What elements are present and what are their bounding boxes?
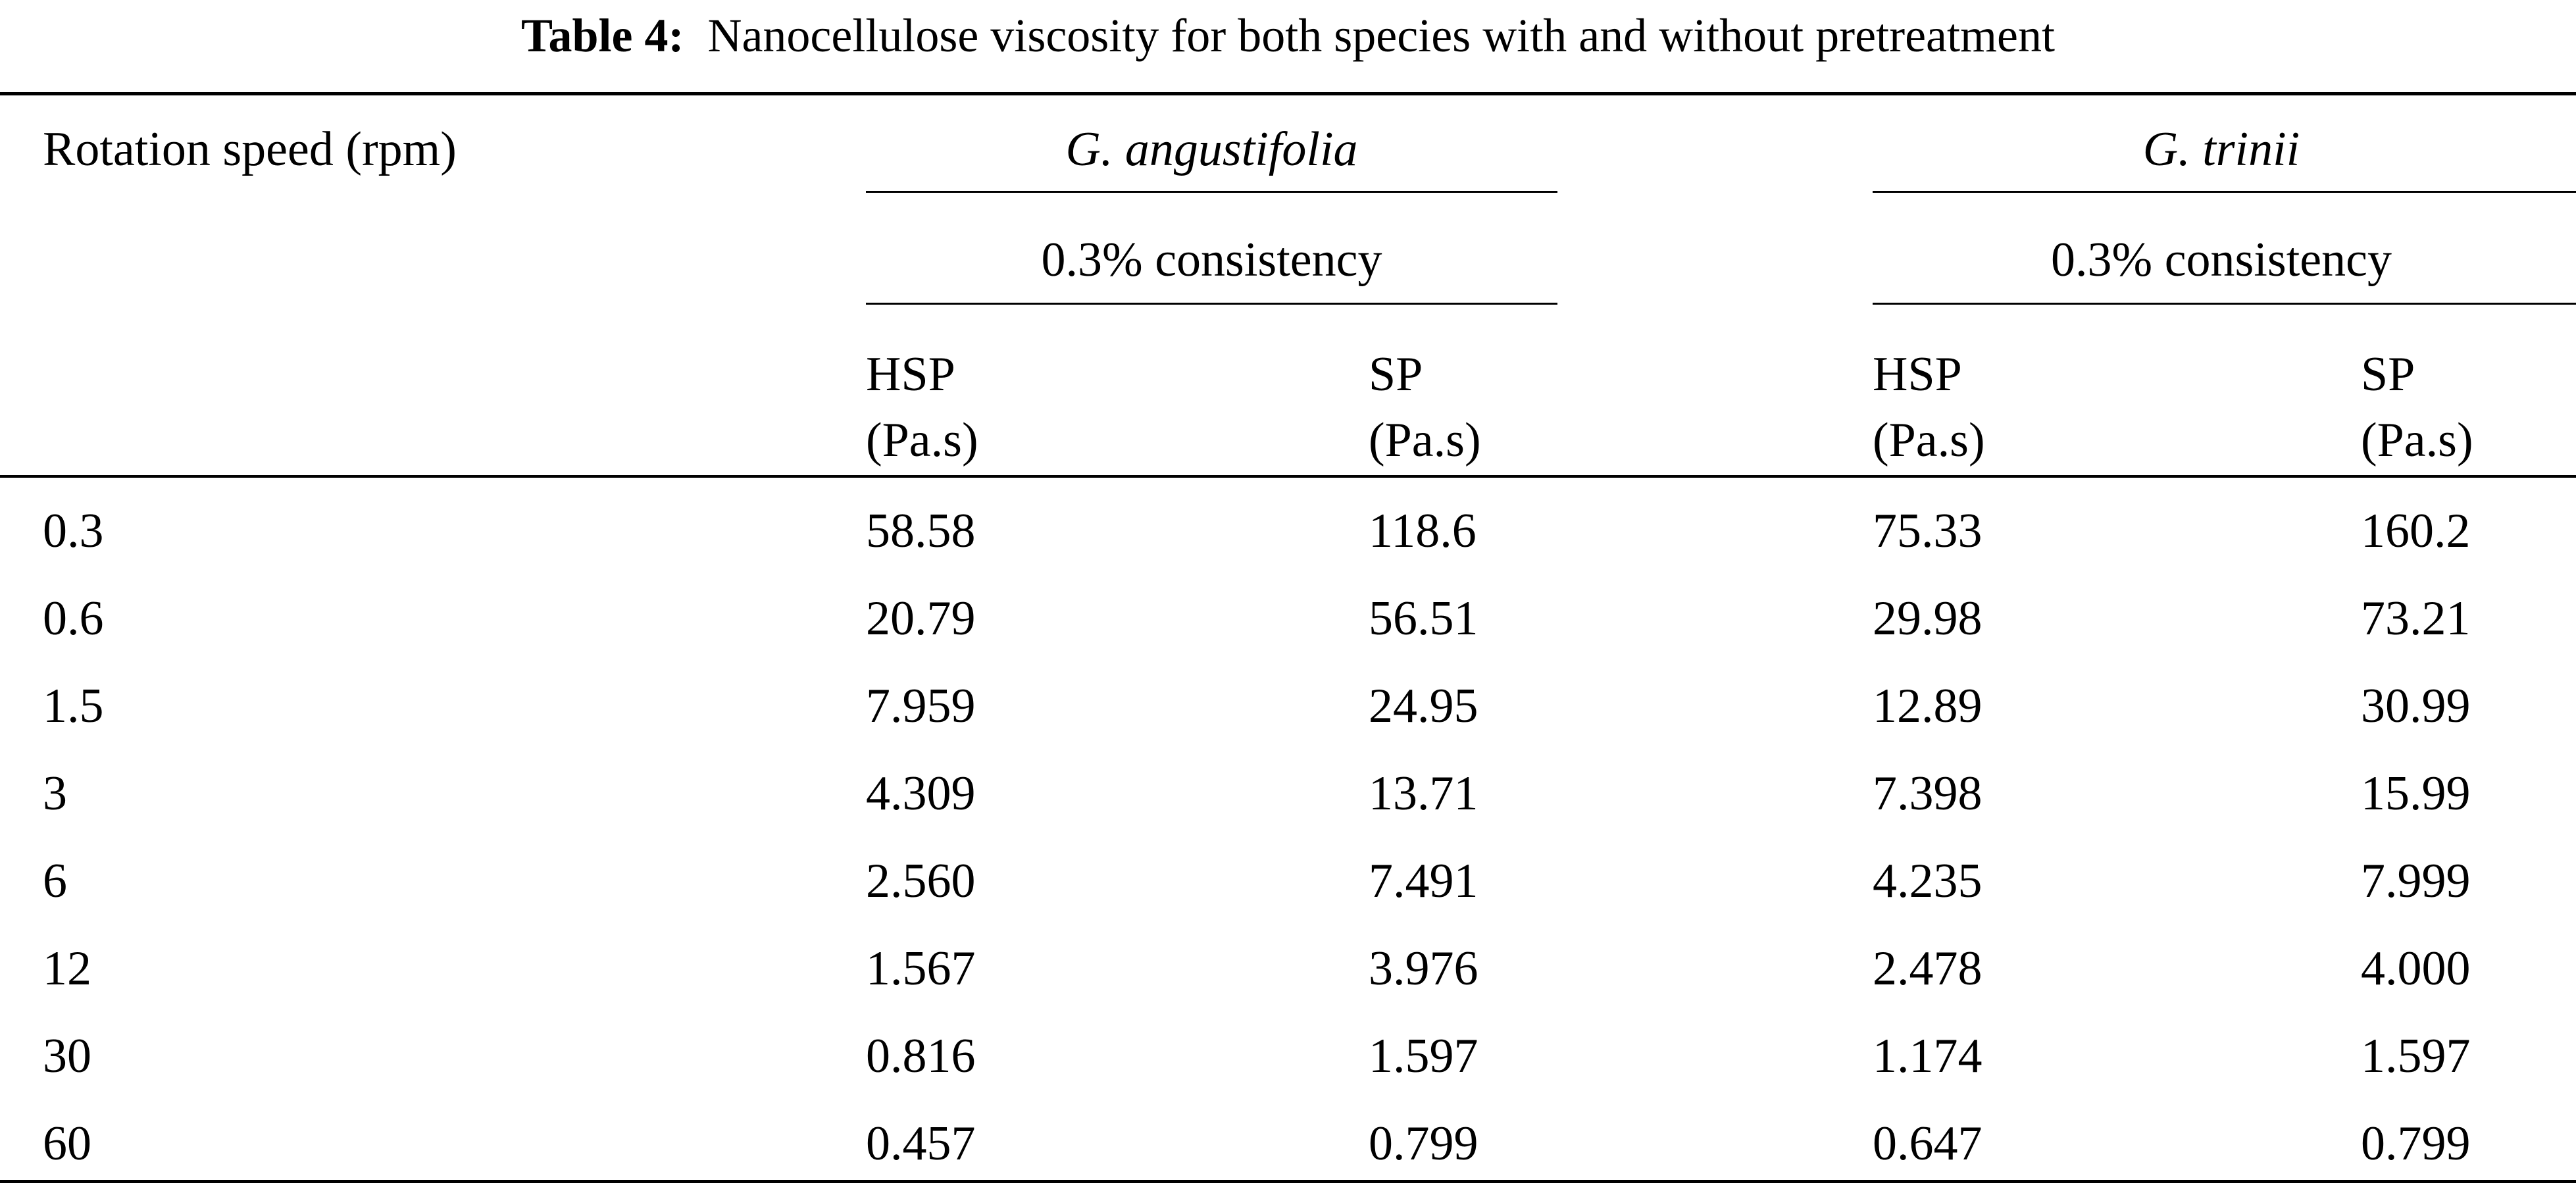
viscosity-cell: 73.21 xyxy=(2361,592,2471,646)
viscosity-cell: 7.398 xyxy=(1873,767,1983,821)
viscosity-cell: 56.51 xyxy=(1369,592,1478,646)
viscosity-cell: 1.567 xyxy=(866,942,976,996)
viscosity-cell: 75.33 xyxy=(1873,504,1983,558)
rotation-speed-cell: 0.6 xyxy=(43,592,104,646)
species-name: G. trinii xyxy=(2142,122,2300,176)
viscosity-cell: 1.597 xyxy=(2361,1029,2471,1083)
rotation-speed-cell: 60 xyxy=(43,1117,91,1171)
viscosity-cell: 2.560 xyxy=(866,854,976,908)
viscosity-cell: 0.647 xyxy=(1873,1117,1983,1171)
species-g-angustifolia: G. angustifolia xyxy=(866,125,1557,174)
viscosity-cell: 1.597 xyxy=(1369,1029,1478,1083)
viscosity-cell: 0.457 xyxy=(866,1117,976,1171)
viscosity-cell: 0.816 xyxy=(866,1029,976,1083)
consistency-label-1: 0.3% consistency xyxy=(1041,233,1382,287)
col-unit-sp-2: (Pa.s) xyxy=(2361,413,2473,467)
viscosity-cell: 13.71 xyxy=(1369,767,1478,821)
rotation-speed-cell: 3 xyxy=(43,767,67,821)
viscosity-cell: 12.89 xyxy=(1873,679,1983,733)
row-header-label: Rotation speed (rpm) xyxy=(43,122,457,176)
col-unit-hsp-2: (Pa.s) xyxy=(1873,413,1985,467)
caption-text: Nanocellulose viscosity for both species… xyxy=(707,9,2055,62)
viscosity-cell: 4.000 xyxy=(2361,942,2471,996)
viscosity-cell: 24.95 xyxy=(1369,679,1478,733)
viscosity-cell: 1.174 xyxy=(1873,1029,1983,1083)
viscosity-cell: 15.99 xyxy=(2361,767,2471,821)
viscosity-cell: 29.98 xyxy=(1873,592,1983,646)
rotation-speed-cell: 6 xyxy=(43,854,67,908)
rotation-speed-cell: 30 xyxy=(43,1029,91,1083)
viscosity-cell: 7.959 xyxy=(866,679,976,733)
viscosity-cell: 160.2 xyxy=(2361,504,2471,558)
viscosity-cell: 30.99 xyxy=(2361,679,2471,733)
consistency-rule-1 xyxy=(866,303,1557,305)
table-caption: Table 4: Nanocellulose viscosity for bot… xyxy=(0,12,2576,59)
viscosity-cell: 118.6 xyxy=(1369,504,1477,558)
rotation-speed-cell: 1.5 xyxy=(43,679,104,733)
species-g-trinii: G. trinii xyxy=(1873,125,2570,174)
species-name: G. angustifolia xyxy=(1065,122,1358,176)
group-rule-1 xyxy=(866,191,1557,193)
viscosity-cell: 0.799 xyxy=(1369,1117,1478,1171)
consistency-label-2: 0.3% consistency xyxy=(2051,233,2392,287)
viscosity-cell: 3.976 xyxy=(1369,942,1478,996)
col-unit-sp-1: (Pa.s) xyxy=(1369,413,1481,467)
viscosity-cell: 4.309 xyxy=(866,767,976,821)
col-header-hsp-2: HSP xyxy=(1873,347,1962,401)
group-rule-2 xyxy=(1873,191,2576,193)
viscosity-cell: 7.491 xyxy=(1369,854,1478,908)
viscosity-cell: 58.58 xyxy=(866,504,976,558)
col-unit-hsp-1: (Pa.s) xyxy=(866,413,978,467)
consistency-rule-2 xyxy=(1873,303,2576,305)
header-rule xyxy=(0,475,2576,478)
viscosity-cell: 7.999 xyxy=(2361,854,2471,908)
col-header-sp-2: SP xyxy=(2361,347,2415,401)
caption-label: Table 4: xyxy=(521,9,684,62)
viscosity-cell: 4.235 xyxy=(1873,854,1983,908)
top-rule xyxy=(0,92,2576,95)
bottom-rule xyxy=(0,1180,2576,1183)
viscosity-cell: 20.79 xyxy=(866,592,976,646)
viscosity-cell: 2.478 xyxy=(1873,942,1983,996)
col-header-hsp-1: HSP xyxy=(866,347,955,401)
rotation-speed-cell: 12 xyxy=(43,942,91,996)
viscosity-cell: 0.799 xyxy=(2361,1117,2471,1171)
col-header-sp-1: SP xyxy=(1369,347,1423,401)
rotation-speed-cell: 0.3 xyxy=(43,504,104,558)
